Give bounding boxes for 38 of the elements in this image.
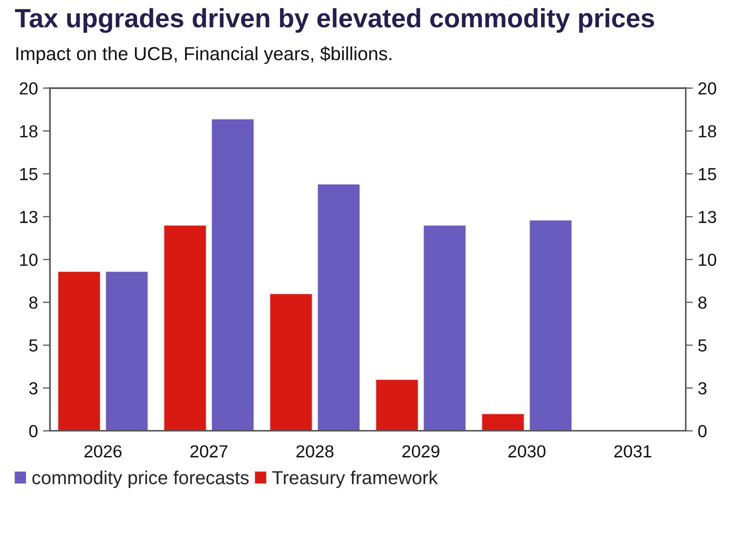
- y-tick-label: 13: [20, 210, 38, 224]
- x-tick-label: 2026: [84, 445, 122, 458]
- bar: [529, 220, 572, 431]
- bar: [269, 293, 313, 431]
- legend-label: Treasury framework: [272, 470, 438, 488]
- y-tick-label: 5: [29, 340, 38, 352]
- bar: [105, 271, 148, 431]
- y-tick-label: 18: [20, 125, 38, 138]
- y-tick-label: 0: [29, 425, 38, 438]
- bar: [57, 271, 101, 431]
- y-tick-label: 15: [20, 168, 38, 180]
- y2-tick-label: 20: [698, 82, 716, 95]
- bar: [317, 184, 360, 431]
- legend-label: commodity price forecasts: [32, 470, 249, 488]
- y2-tick-label: 18: [698, 125, 716, 138]
- bar: [423, 224, 466, 431]
- y2-tick-label: 3: [698, 382, 706, 394]
- y-tick-label: 8: [29, 296, 38, 309]
- y2-tick-label: 10: [698, 254, 716, 266]
- x-tick-label: 2027: [190, 445, 228, 458]
- bar: [163, 224, 207, 431]
- bar: [481, 413, 525, 431]
- bar: [211, 118, 254, 431]
- y2-tick-label: 15: [698, 168, 716, 180]
- chart-title: Tax upgrades driven by elevated commodity prices: [14, 8, 654, 33]
- y2-tick-label: 8: [698, 296, 706, 309]
- x-tick-label: 2030: [508, 445, 546, 458]
- chart-subtitle: Impact on the UCB, Financial years, $billions.: [16, 46, 392, 64]
- y-tick-label: 3: [29, 382, 38, 394]
- y-tick-label: 20: [20, 82, 38, 95]
- y2-tick-label: 5: [698, 340, 706, 352]
- bar: [375, 379, 419, 431]
- y2-tick-label: 0: [698, 425, 707, 438]
- x-tick-label: 2029: [402, 445, 440, 458]
- y-tick-label: 10: [20, 254, 38, 266]
- x-tick-label: 2031: [614, 445, 652, 458]
- y2-tick-label: 13: [698, 210, 716, 224]
- x-tick-label: 2028: [296, 445, 334, 458]
